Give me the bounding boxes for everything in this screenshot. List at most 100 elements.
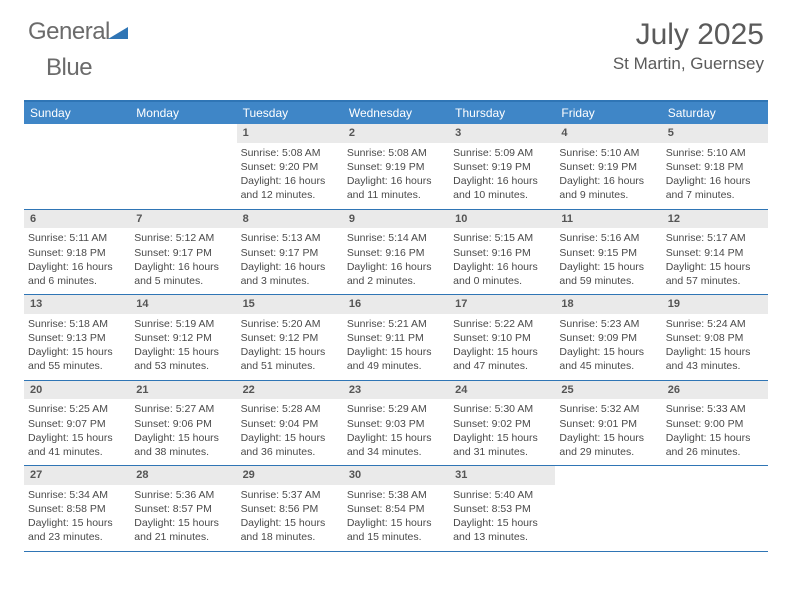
day-cell: 7Sunrise: 5:12 AMSunset: 9:17 PMDaylight… <box>130 210 236 295</box>
week-row: 27Sunrise: 5:34 AMSunset: 8:58 PMDayligh… <box>24 466 768 552</box>
daylight-text: Daylight: 15 hours and 47 minutes. <box>453 345 551 373</box>
daylight-text: Daylight: 16 hours and 6 minutes. <box>28 260 126 288</box>
day-number: 26 <box>662 381 768 400</box>
day-number: 5 <box>662 124 768 143</box>
daylight-text: Daylight: 15 hours and 49 minutes. <box>347 345 445 373</box>
sunset-text: Sunset: 9:13 PM <box>28 331 126 345</box>
sunset-text: Sunset: 9:08 PM <box>666 331 764 345</box>
day-cell <box>662 466 768 551</box>
daylight-text: Daylight: 15 hours and 41 minutes. <box>28 431 126 459</box>
sunrise-text: Sunrise: 5:33 AM <box>666 402 764 416</box>
logo-triangle-icon <box>108 25 128 44</box>
daylight-text: Daylight: 16 hours and 5 minutes. <box>134 260 232 288</box>
sunrise-text: Sunrise: 5:15 AM <box>453 231 551 245</box>
sunset-text: Sunset: 9:18 PM <box>28 246 126 260</box>
sunrise-text: Sunrise: 5:40 AM <box>453 488 551 502</box>
day-number: 3 <box>449 124 555 143</box>
sunset-text: Sunset: 9:02 PM <box>453 417 551 431</box>
sunset-text: Sunset: 9:12 PM <box>241 331 339 345</box>
sunrise-text: Sunrise: 5:19 AM <box>134 317 232 331</box>
day-number: 15 <box>237 295 343 314</box>
sunrise-text: Sunrise: 5:28 AM <box>241 402 339 416</box>
week-row: 1Sunrise: 5:08 AMSunset: 9:20 PMDaylight… <box>24 124 768 210</box>
day-cell: 29Sunrise: 5:37 AMSunset: 8:56 PMDayligh… <box>237 466 343 551</box>
day-cell: 22Sunrise: 5:28 AMSunset: 9:04 PMDayligh… <box>237 381 343 466</box>
sunrise-text: Sunrise: 5:18 AM <box>28 317 126 331</box>
day-cell: 13 Sunrise: 5:18 AMSunset: 9:13 PMDayligh… <box>24 295 130 380</box>
day-cell: 1Sunrise: 5:08 AMSunset: 9:20 PMDaylight… <box>237 124 343 209</box>
day-cell: 30Sunrise: 5:38 AMSunset: 8:54 PMDayligh… <box>343 466 449 551</box>
daylight-text: Daylight: 15 hours and 53 minutes. <box>134 345 232 373</box>
day-cell <box>24 124 130 209</box>
sunrise-text: Sunrise: 5:10 AM <box>559 146 657 160</box>
day-number: 12 <box>662 210 768 229</box>
daylight-text: Daylight: 16 hours and 7 minutes. <box>666 174 764 202</box>
day-number: 18 <box>555 295 661 314</box>
daylight-text: Daylight: 15 hours and 55 minutes. <box>28 345 126 373</box>
day-number: 27 <box>24 466 130 485</box>
sunrise-text: Sunrise: 5:17 AM <box>666 231 764 245</box>
daylight-text: Daylight: 15 hours and 15 minutes. <box>347 516 445 544</box>
sunset-text: Sunset: 9:18 PM <box>666 160 764 174</box>
day-cell: 19Sunrise: 5:24 AMSunset: 9:08 PMDayligh… <box>662 295 768 380</box>
week-row: 13Sunrise: 5:18 AMSunset: 9:13 PMDayligh… <box>24 295 768 381</box>
day-number: 9 <box>343 210 449 229</box>
sunrise-text: Sunrise: 5:36 AM <box>134 488 232 502</box>
sunrise-text: Sunrise: 5:11 AM <box>28 231 126 245</box>
day-header: Sunday <box>24 102 130 124</box>
sunrise-text: Sunrise: 5:09 AM <box>453 146 551 160</box>
day-number: 8 <box>237 210 343 229</box>
sunset-text: Sunset: 9:03 PM <box>347 417 445 431</box>
day-header: Saturday <box>662 102 768 124</box>
calendar: Sunday Monday Tuesday Wednesday Thursday… <box>24 100 768 552</box>
day-number: 4 <box>555 124 661 143</box>
sunrise-text: Sunrise: 5:21 AM <box>347 317 445 331</box>
day-cell: 26 Sunrise: 5:33 AMSunset: 9:00 PMDayligh… <box>662 381 768 466</box>
day-header: Wednesday <box>343 102 449 124</box>
day-cell: 8 Sunrise: 5:13 AMSunset: 9:17 PMDaylight… <box>237 210 343 295</box>
day-number: 7 <box>130 210 236 229</box>
daylight-text: Daylight: 15 hours and 34 minutes. <box>347 431 445 459</box>
logo: General Blue <box>28 18 128 82</box>
day-number: 1 <box>237 124 343 143</box>
sunset-text: Sunset: 9:15 PM <box>559 246 657 260</box>
sunrise-text: Sunrise: 5:13 AM <box>241 231 339 245</box>
day-number: 19 <box>662 295 768 314</box>
day-cell: 11Sunrise: 5:16 AMSunset: 9:15 PMDayligh… <box>555 210 661 295</box>
logo-word2: Blue <box>46 54 92 81</box>
sunset-text: Sunset: 8:56 PM <box>241 502 339 516</box>
daylight-text: Daylight: 15 hours and 57 minutes. <box>666 260 764 288</box>
sunset-text: Sunset: 9:09 PM <box>559 331 657 345</box>
day-cell: 3Sunrise: 5:09 AMSunset: 9:19 PMDaylight… <box>449 124 555 209</box>
sunrise-text: Sunrise: 5:25 AM <box>28 402 126 416</box>
daylight-text: Daylight: 15 hours and 13 minutes. <box>453 516 551 544</box>
daylight-text: Daylight: 15 hours and 59 minutes. <box>559 260 657 288</box>
week-row: 6Sunrise: 5:11 AMSunset: 9:18 PMDaylight… <box>24 210 768 296</box>
day-cell: 14Sunrise: 5:19 AMSunset: 9:12 PMDayligh… <box>130 295 236 380</box>
daylight-text: Daylight: 15 hours and 21 minutes. <box>134 516 232 544</box>
month-title: July 2025 <box>613 18 764 52</box>
day-cell <box>130 124 236 209</box>
day-cell: 9Sunrise: 5:14 AMSunset: 9:16 PMDaylight… <box>343 210 449 295</box>
day-header: Tuesday <box>237 102 343 124</box>
day-number: 22 <box>237 381 343 400</box>
sunset-text: Sunset: 9:17 PM <box>241 246 339 260</box>
day-cell: 4Sunrise: 5:10 AMSunset: 9:19 PMDaylight… <box>555 124 661 209</box>
day-cell <box>555 466 661 551</box>
daylight-text: Daylight: 15 hours and 26 minutes. <box>666 431 764 459</box>
day-cell: 16Sunrise: 5:21 AMSunset: 9:11 PMDayligh… <box>343 295 449 380</box>
sunset-text: Sunset: 8:54 PM <box>347 502 445 516</box>
day-cell: 28Sunrise: 5:36 AMSunset: 8:57 PMDayligh… <box>130 466 236 551</box>
sunset-text: Sunset: 9:00 PM <box>666 417 764 431</box>
day-number: 13 <box>24 295 130 314</box>
day-header: Monday <box>130 102 236 124</box>
day-cell: 31Sunrise: 5:40 AMSunset: 8:53 PMDayligh… <box>449 466 555 551</box>
sunrise-text: Sunrise: 5:08 AM <box>241 146 339 160</box>
daylight-text: Daylight: 15 hours and 31 minutes. <box>453 431 551 459</box>
sunrise-text: Sunrise: 5:22 AM <box>453 317 551 331</box>
day-cell: 6Sunrise: 5:11 AMSunset: 9:18 PMDaylight… <box>24 210 130 295</box>
daylight-text: Daylight: 16 hours and 3 minutes. <box>241 260 339 288</box>
day-number: 25 <box>555 381 661 400</box>
day-number: 16 <box>343 295 449 314</box>
day-cell: 10Sunrise: 5:15 AMSunset: 9:16 PMDayligh… <box>449 210 555 295</box>
